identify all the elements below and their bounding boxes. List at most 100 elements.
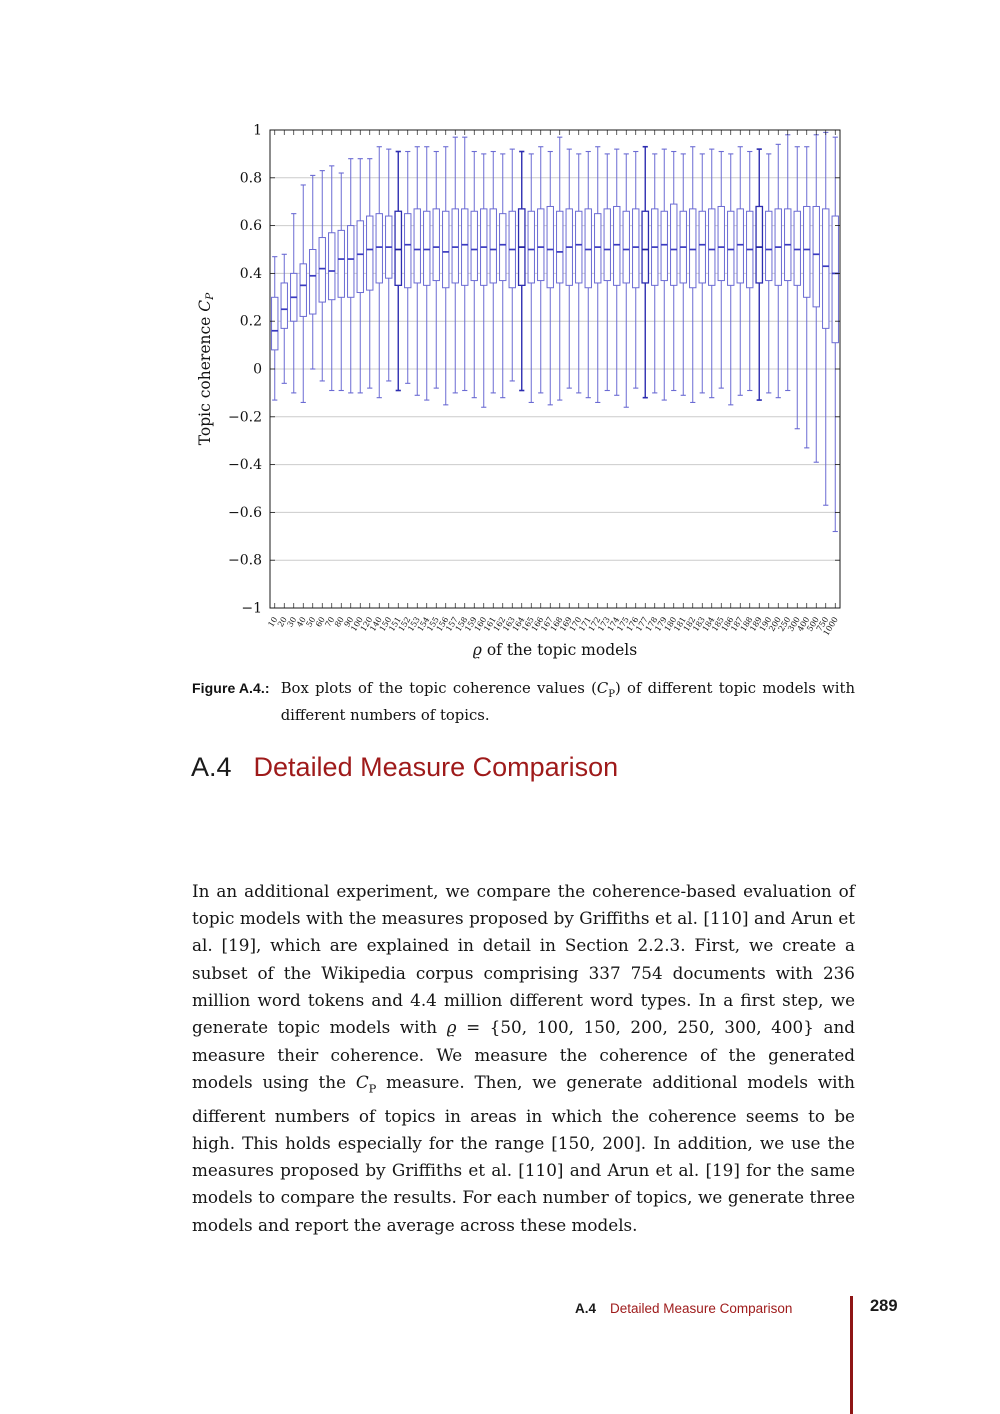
box-plot <box>689 146 697 404</box>
box-plot <box>708 148 716 399</box>
box-plot <box>603 153 611 392</box>
box-plot <box>499 153 507 399</box>
box-plot <box>584 150 592 399</box>
caption-text-part: ) of different topic models with differe… <box>280 680 856 724</box>
grid-layer <box>270 177 840 561</box>
boxplot-svg: 10.80.60.40.20−0.2−0.4−0.6−0.8−110203040… <box>196 123 841 660</box>
box-plot <box>594 146 602 404</box>
caption-math-symbol: C <box>596 680 609 697</box>
paragraph-math-subscript: P <box>368 1081 377 1096</box>
caption-math-subscript: P <box>608 688 615 700</box>
page-number: 289 <box>870 1297 898 1315</box>
box-plot <box>527 153 535 404</box>
box-plot <box>432 150 440 389</box>
box-plot <box>347 158 355 394</box>
svg-text:0.4: 0.4 <box>240 266 262 282</box>
paragraph-math-set: = {50, 100, 150, 200, 250, 300, 400} <box>456 1017 814 1038</box>
box-plot <box>356 158 364 394</box>
box-plot <box>565 148 573 389</box>
figure-caption-text: Box plots of the topic coherence values … <box>281 678 855 726</box>
box-plot <box>394 150 403 392</box>
box-plot <box>404 150 412 384</box>
x-axis-label: ϱ of the topic models <box>473 641 637 659</box>
paragraph-text-part: In an additional experiment, we compare … <box>192 880 855 1038</box>
box-plot <box>784 134 792 392</box>
box-plot <box>765 153 773 394</box>
box-plot <box>613 148 621 396</box>
paragraph-math-rho: ϱ <box>446 1017 457 1038</box>
box-plot <box>556 136 564 401</box>
box-plot <box>480 153 488 408</box>
figure-a4-boxplot-chart: 1 0.8 0.6 0.4 0.2 0 −0.2 −0.4 −0.6 −0.8 −1 10 20 30 40… <box>185 95 875 670</box>
svg-text:0.6: 0.6 <box>240 218 262 234</box>
box-plot <box>575 153 583 394</box>
section-heading: A.4 Detailed Measure Comparison <box>191 752 618 783</box>
box-plot <box>793 146 801 430</box>
box-plot <box>641 145 650 399</box>
box-plot <box>698 153 706 394</box>
box-plot <box>318 170 326 382</box>
box-plot <box>632 150 640 389</box>
footer-rule <box>850 1296 853 1414</box>
svg-text:−0.4: −0.4 <box>228 457 262 473</box>
svg-text:−0.2: −0.2 <box>228 409 262 425</box>
figure-caption-label: Figure A.4.: <box>192 680 270 696</box>
box-plot <box>489 150 497 394</box>
box-plot <box>375 146 383 399</box>
svg-text:0: 0 <box>253 362 262 378</box>
figure-caption: Figure A.4.: Box plots of the topic cohe… <box>192 678 855 726</box>
box-plot <box>290 213 298 394</box>
caption-text-part: Box plots of the topic coherence values … <box>280 680 597 697</box>
box-plot <box>442 146 450 406</box>
section-title: Detailed Measure Comparison <box>253 752 619 782</box>
box-plot <box>461 136 469 392</box>
footer-section-title: Detailed Measure Comparison <box>610 1301 793 1316</box>
paragraph-text-part: and measure their coherence. We measure … <box>192 1017 855 1092</box>
box-plot <box>508 148 516 382</box>
box-plot <box>280 253 288 384</box>
box-plot <box>271 256 279 401</box>
svg-text:−0.8: −0.8 <box>228 553 262 569</box>
box-plot <box>537 146 545 394</box>
svg-text:−1: −1 <box>241 601 262 617</box>
box-plot <box>746 150 754 392</box>
box-plot <box>366 158 374 389</box>
footer-running-head: A.4 Detailed Measure Comparison <box>575 1301 792 1316</box>
box-plot <box>774 143 782 399</box>
paragraph-math-symbol: C <box>355 1071 369 1092</box>
footer-section-number: A.4 <box>575 1301 597 1316</box>
box-plot <box>717 150 725 389</box>
box-plot <box>309 174 317 370</box>
box-plot <box>679 153 687 396</box>
box-plot <box>736 146 744 396</box>
box-plot <box>546 150 554 406</box>
labels-layer: 10.80.60.40.20−0.2−0.4−0.6−0.8−110203040… <box>196 123 840 660</box>
box-plot <box>660 148 668 401</box>
box-plot <box>337 172 345 392</box>
box-plot <box>803 146 811 449</box>
axis-layer <box>269 129 841 609</box>
box-plot <box>651 153 659 394</box>
svg-text:−0.6: −0.6 <box>228 505 262 521</box>
box-plot <box>670 150 678 392</box>
box-plot <box>517 150 526 392</box>
box-plot <box>299 184 307 404</box>
box-plot <box>423 146 431 401</box>
section-number: A.4 <box>191 752 232 782</box>
box-plot <box>413 146 421 396</box>
box-plot <box>822 131 830 506</box>
box-plot <box>622 153 630 408</box>
paragraph-text-part: measure. Then, we generate additional mo… <box>192 1071 855 1235</box>
svg-text:1: 1 <box>253 123 262 139</box>
box-plot <box>470 150 478 399</box>
y-axis-label: Topic coherence CP <box>196 292 216 445</box>
box-plot <box>812 134 820 463</box>
body-paragraph: In an additional experiment, we compare … <box>192 878 855 1239</box>
box-plot <box>451 136 459 394</box>
svg-text:0.8: 0.8 <box>240 170 262 186</box>
box-plot <box>328 165 336 392</box>
box-plot <box>385 148 393 382</box>
boxes-layer <box>271 131 839 533</box>
box-plot <box>831 136 839 533</box>
box-plot <box>755 148 764 401</box>
